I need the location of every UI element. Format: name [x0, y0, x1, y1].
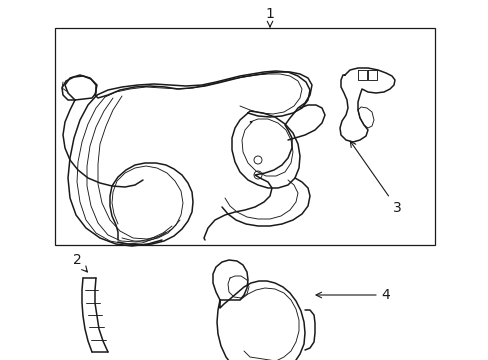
Bar: [55, 28, 434, 245]
Text: 3: 3: [349, 141, 401, 215]
Text: 1: 1: [265, 7, 274, 27]
Text: 2: 2: [73, 253, 87, 272]
Text: 4: 4: [315, 288, 389, 302]
